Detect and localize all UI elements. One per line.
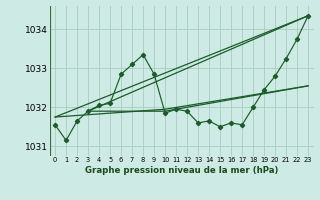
X-axis label: Graphe pression niveau de la mer (hPa): Graphe pression niveau de la mer (hPa) xyxy=(85,166,278,175)
